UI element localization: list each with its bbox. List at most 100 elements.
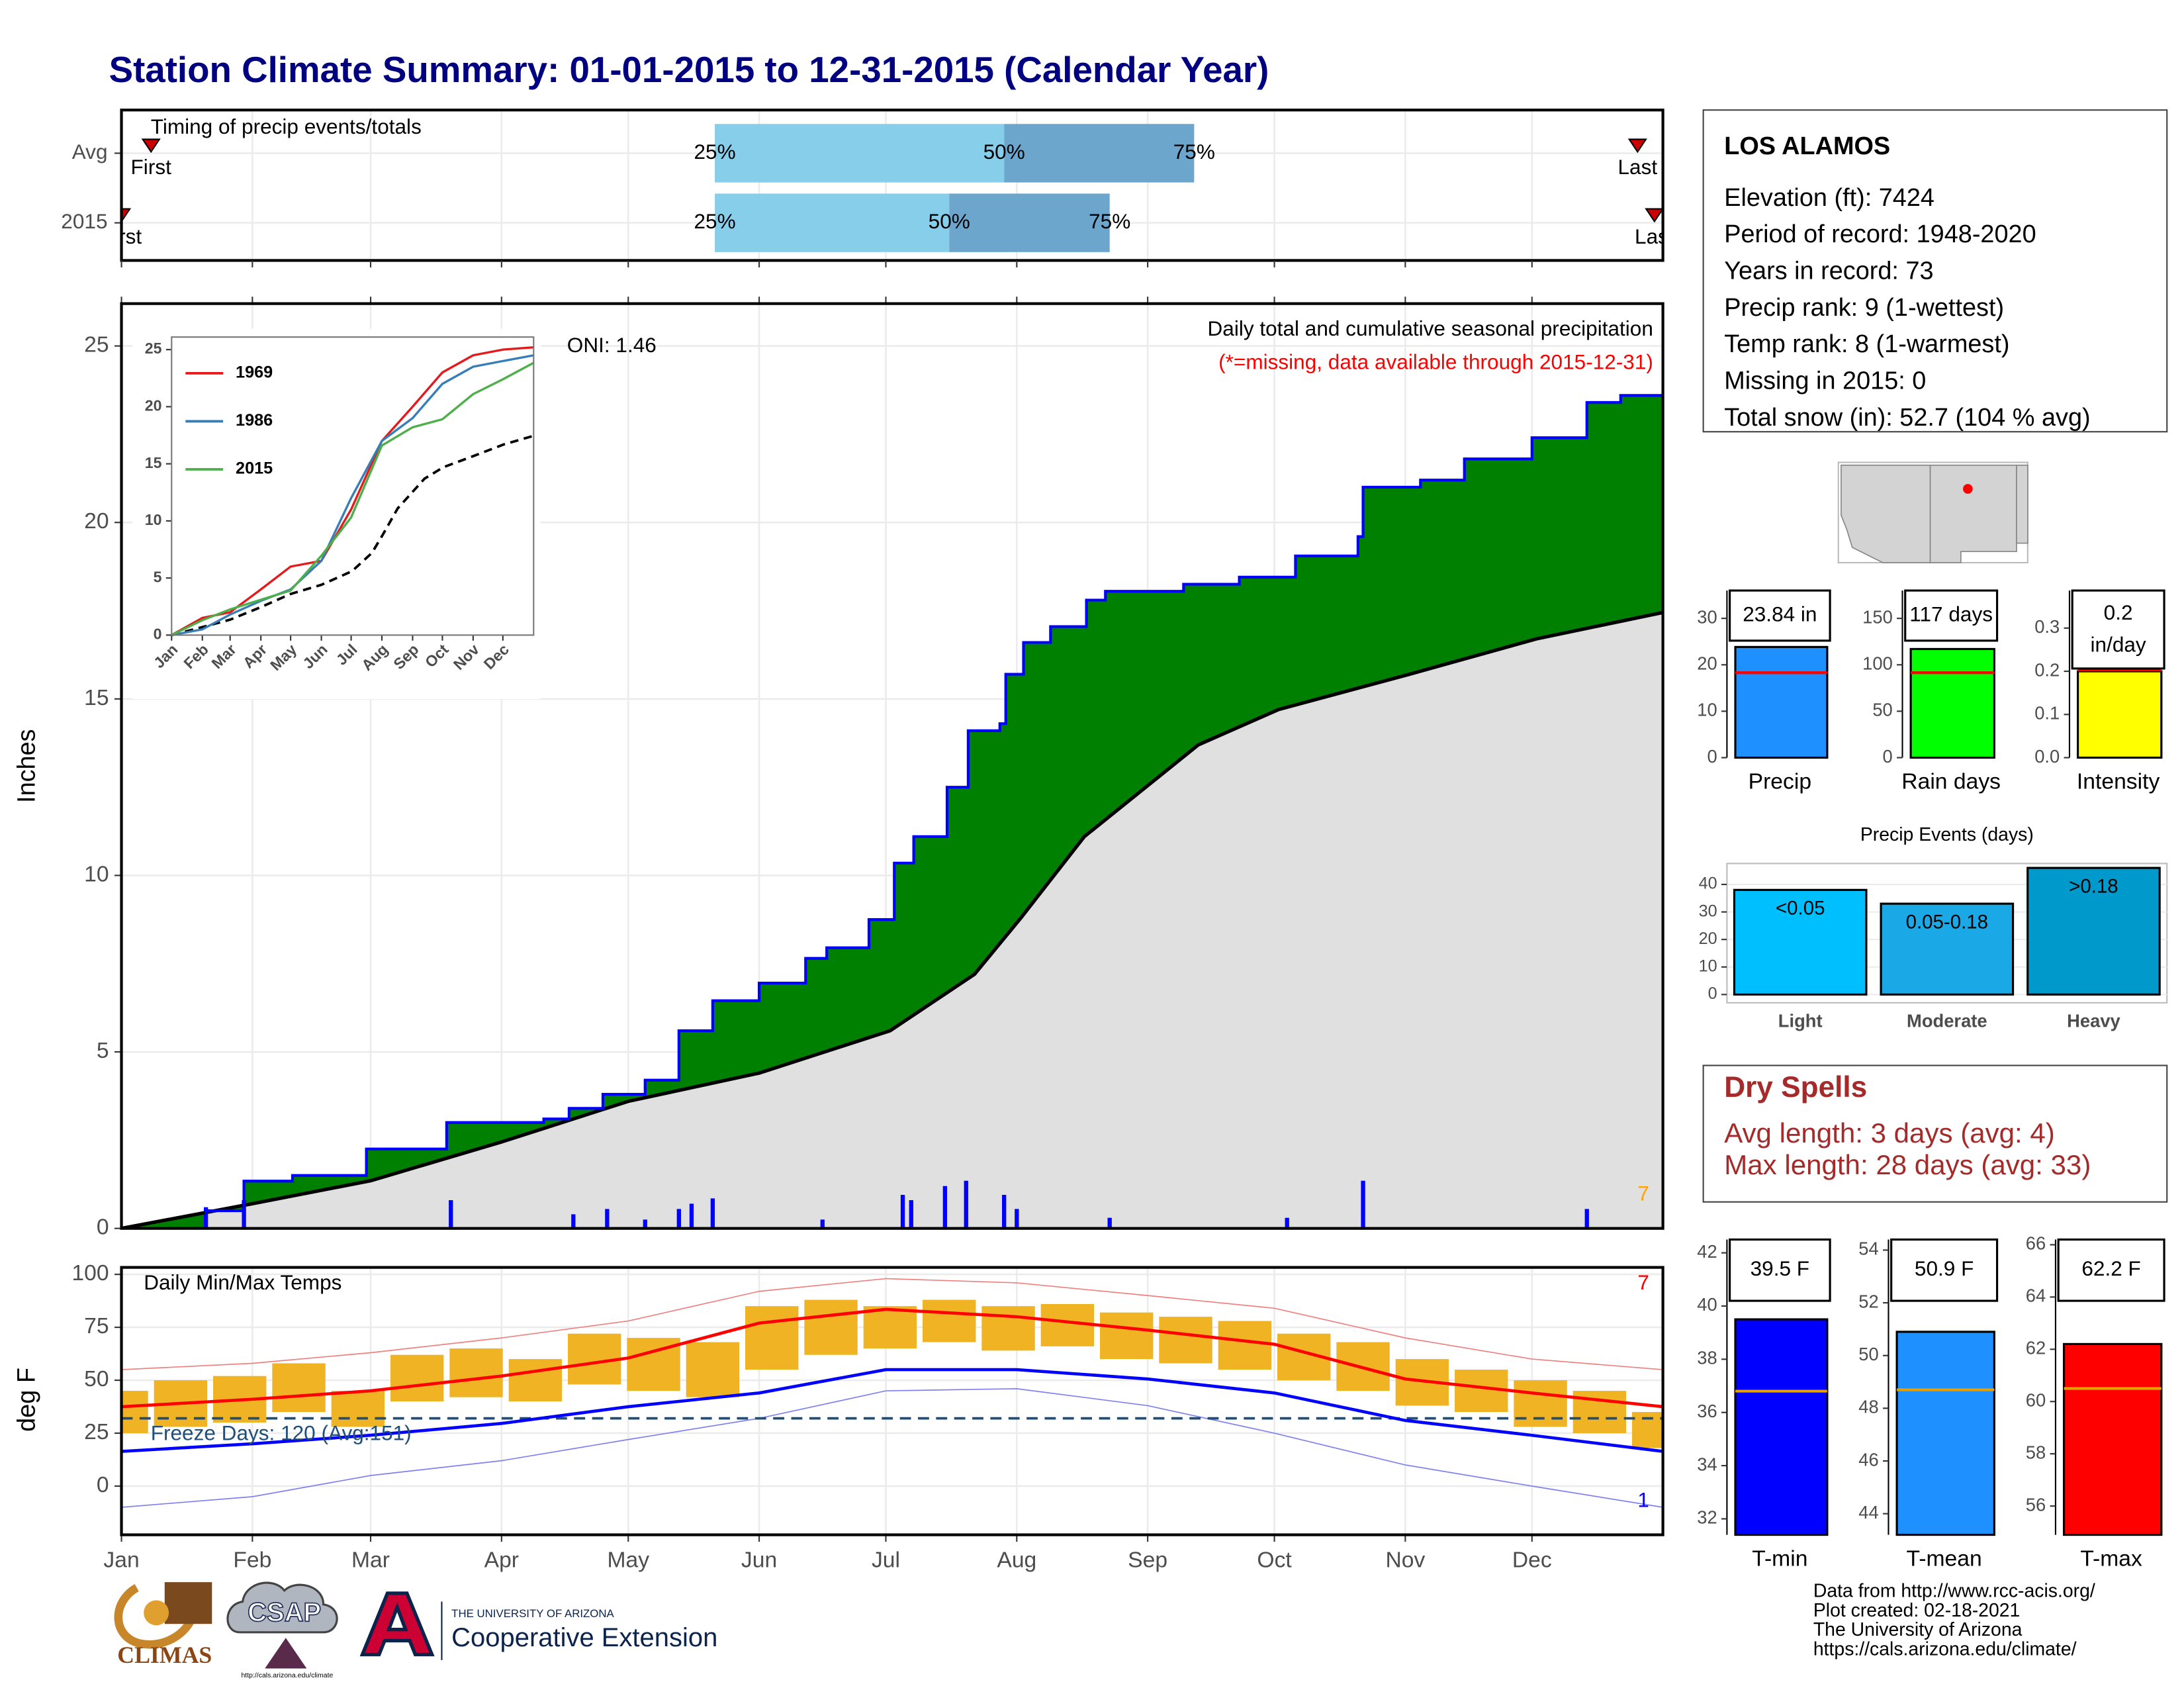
panel-title: Timing of precip events/totals (151, 115, 422, 138)
info-line: Years in record: 73 (1724, 258, 1933, 285)
y-tick-label: 0.3 (2034, 616, 2060, 637)
daily-temp-bar (804, 1299, 858, 1355)
timing-marker (141, 138, 161, 154)
x-tick-label: Dec (1512, 1548, 1552, 1572)
y-axis-title: Inches (13, 729, 41, 803)
footer-line: The University of Arizona (1813, 1619, 2023, 1640)
daily-temp-bar (686, 1342, 740, 1397)
daily-precip-bar (689, 1203, 694, 1229)
timing-bar (1004, 124, 1195, 183)
oni-annotation: ONI: 1.46 (567, 333, 657, 357)
daily-precip-bar (605, 1209, 610, 1229)
temp-line (121, 1368, 1663, 1453)
daily-precip-bar (1285, 1217, 1289, 1229)
y-axis-title: deg F (13, 1368, 41, 1432)
dry-spells-line: Max length: 28 days (avg: 33) (1724, 1149, 2091, 1180)
value-label-box (2071, 589, 2165, 670)
y-tick-label: 20 (1699, 929, 1717, 948)
corner-note: 7 (1637, 1182, 1649, 1205)
category-label: Light (1778, 1011, 1823, 1031)
daily-temp-bar (272, 1363, 326, 1413)
station-location (1963, 484, 1973, 494)
daily-precip-bar (820, 1219, 825, 1229)
y-tick-label: 20 (145, 397, 162, 414)
y-tick-label: 25 (84, 1420, 109, 1444)
daily-precip-bar (1002, 1195, 1007, 1229)
y-tick-label: 34 (1697, 1454, 1717, 1474)
map-state (2016, 464, 2028, 544)
y-tick-label: 100 (71, 1261, 109, 1286)
x-tick-label: Mar (351, 1548, 390, 1572)
y-tick-label: 40 (1697, 1294, 1717, 1315)
daily-temp-bar (331, 1391, 385, 1427)
footer-line: Plot created: 02-18-2021 (1813, 1600, 2021, 1621)
daily-temp-bar (121, 1391, 148, 1434)
climas-logo: CLIMAS (114, 1582, 212, 1668)
daily-temp-bar (1100, 1312, 1154, 1360)
daily-temp-bar (508, 1359, 563, 1402)
y-tick-label: 0 (1708, 984, 1717, 1003)
timing-bar (949, 193, 1110, 252)
info-line: Period of record: 1948-2020 (1724, 220, 2036, 248)
category-label: T-mean (1907, 1546, 1982, 1571)
logo-url: http://cals.arizona.edu/climate (241, 1671, 333, 1679)
y-tick-label: 66 (2026, 1233, 2046, 1254)
y-tick-label: 46 (1858, 1449, 1878, 1470)
daily-precip-bar (449, 1200, 453, 1229)
y-tick-label: 15 (84, 686, 109, 710)
y-tick-label: 0 (97, 1215, 109, 1240)
logo-shape (164, 1582, 212, 1624)
y-tick-label: 0 (97, 1473, 109, 1497)
logo-text: CSAP (248, 1598, 321, 1627)
y-tick-label: 30 (1697, 606, 1717, 627)
csap-logo: CSAP http://cals.arizona.edu/climate (226, 1581, 338, 1679)
legend-label: 1969 (236, 363, 273, 382)
x-tick-label: May (607, 1548, 649, 1572)
panel-frame (120, 302, 1664, 1230)
daily-precip-bar (942, 1186, 948, 1229)
info-line: Missing in 2015: 0 (1724, 367, 1926, 395)
timing-marker-label: Last (1635, 224, 1674, 248)
logo-text: CLIMAS (117, 1642, 212, 1668)
y-tick-label: 5 (97, 1039, 109, 1063)
y-tick-label: 5 (154, 568, 162, 585)
panel-subtitle: (*=missing, data available through 2015-… (1218, 350, 1653, 373)
panel-title: Precip Events (days) (1860, 824, 2034, 845)
y-tick-label: 0.0 (2034, 746, 2060, 767)
timing-marker (121, 208, 132, 223)
inset-background (132, 328, 541, 700)
footer-line: Data from http://www.rcc-acis.org/ (1813, 1580, 2095, 1601)
y-tick-label: 10 (1697, 700, 1717, 720)
x-tick-label: Jul (872, 1548, 900, 1572)
corner-note: 1 (1637, 1487, 1649, 1511)
value-label: <0.05 (1776, 898, 1825, 919)
y-tick-label: 0 (154, 626, 162, 643)
y-tick-label: 56 (2026, 1494, 2046, 1515)
y-tick-label: 64 (2026, 1286, 2046, 1306)
average-area (121, 612, 1663, 1229)
daily-temp-bar (1514, 1380, 1567, 1427)
dry-spells-title: Dry Spells (1724, 1071, 1867, 1103)
daily-temp-bar (1218, 1321, 1272, 1370)
bar (2026, 867, 2161, 996)
row-label: Avg (72, 140, 108, 164)
station-name: LOS ALAMOS (1724, 132, 1890, 160)
daily-precip-bar (909, 1200, 913, 1229)
timing-bar (715, 193, 950, 252)
y-tick-label: 0 (1707, 746, 1717, 767)
y-tick-label: 75 (84, 1314, 109, 1338)
percentile-label: 75% (1173, 140, 1215, 164)
logo-text: THE UNIVERSITY OF ARIZONA (451, 1607, 614, 1620)
y-tick-label: 42 (1697, 1241, 1717, 1262)
map-state (1929, 464, 2017, 563)
value-unit: in/day (2091, 633, 2146, 657)
y-tick-label: 50 (1858, 1344, 1878, 1364)
value-label: 50.9 F (1915, 1256, 1974, 1280)
category-label: Moderate (1907, 1011, 1987, 1031)
temp-line (121, 1278, 1663, 1370)
value-label: 0.05-0.18 (1906, 911, 1988, 933)
x-tick-label: Apr (484, 1548, 519, 1572)
panel-title: Daily Min/Max Temps (144, 1270, 341, 1294)
inset-average-line (171, 434, 534, 637)
percentile-label: 50% (983, 140, 1025, 164)
